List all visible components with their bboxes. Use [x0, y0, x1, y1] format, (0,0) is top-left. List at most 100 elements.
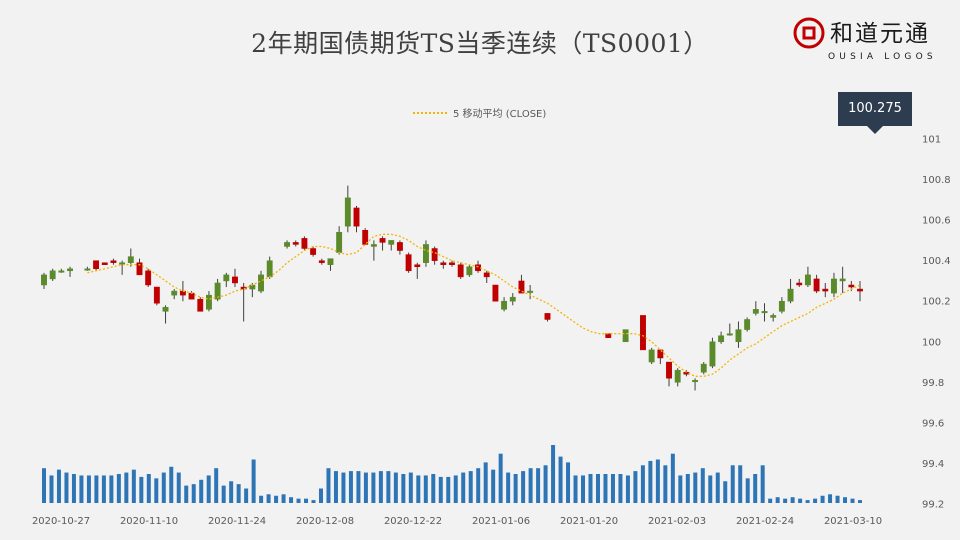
candle-up [327, 258, 334, 265]
volume-bar [378, 471, 383, 503]
volume-bar [775, 497, 780, 503]
volume-bar [858, 500, 862, 503]
candle-up [509, 296, 516, 302]
volume-bar [229, 481, 234, 503]
volume-bar [416, 475, 421, 503]
volume-bar [700, 468, 705, 503]
candle-down [110, 260, 117, 263]
volume-bar [610, 474, 615, 503]
volume-bar [266, 494, 271, 503]
candle-down [449, 262, 455, 265]
candle-down [232, 276, 238, 284]
candle-down [848, 284, 855, 288]
candle-up [49, 270, 56, 280]
volume-bar [371, 472, 376, 503]
volume-bar [296, 498, 301, 503]
volume-bar [805, 500, 810, 503]
candle-up [622, 329, 629, 343]
y-tick-label: 100.6 [922, 216, 951, 227]
volume-bar [191, 484, 196, 503]
volume-bar [498, 453, 503, 503]
candle-up [171, 290, 178, 296]
candle-up [726, 333, 733, 336]
x-tick-label: 2021-02-24 [736, 516, 794, 527]
candle-up [709, 341, 716, 367]
volume-bar [558, 456, 563, 503]
volume-bar [184, 485, 189, 503]
volume-bar [468, 471, 473, 503]
volume-bar [274, 495, 279, 503]
candle-down [813, 278, 820, 292]
x-tick-label: 2021-02-03 [648, 516, 706, 527]
candle-up [423, 244, 429, 263]
candle-up [744, 319, 751, 330]
volume-bar [798, 498, 803, 503]
candle-up [223, 274, 230, 282]
legend-swatch-ma5 [413, 111, 447, 114]
volume-bar [116, 474, 121, 503]
volume-bar [536, 468, 541, 503]
candle-down [179, 290, 186, 296]
x-tick-label: 2021-01-20 [560, 516, 618, 527]
candle-down [483, 272, 490, 278]
volume-bar [618, 474, 623, 503]
candle-up [804, 274, 811, 286]
volume-bar [595, 474, 600, 503]
candle-up [466, 266, 473, 276]
y-tick-label: 99.8 [922, 378, 944, 389]
volume-bar [670, 453, 675, 503]
candle-down [666, 361, 672, 379]
volume-bar [850, 498, 855, 503]
volume-bar [146, 474, 151, 503]
candle-up [58, 270, 65, 273]
x-tick-label: 2020-12-22 [384, 516, 442, 527]
last-price-value: 100.275 [838, 92, 912, 126]
y-tick-label: 99.2 [922, 500, 944, 511]
y-tick-label: 100.8 [922, 175, 951, 186]
candle-down [657, 349, 664, 359]
volume-bar [199, 479, 204, 503]
x-tick-label: 2020-10-27 [32, 516, 90, 527]
volume-bar [506, 472, 511, 503]
candle-up [770, 315, 777, 318]
volume-bar [401, 474, 406, 503]
candle-up [778, 300, 785, 312]
volume-bar [640, 465, 645, 503]
volume-bar [49, 475, 54, 503]
candle-down [796, 282, 803, 286]
volume-bar [363, 472, 368, 503]
candle-down [440, 262, 447, 265]
candle-down [292, 242, 299, 245]
candle-down [145, 270, 152, 286]
legend-label-ma5: 5 移动平均 (CLOSE) [453, 109, 547, 120]
candle-down [310, 248, 317, 255]
volume-bar [723, 481, 728, 503]
candle-down [318, 260, 325, 263]
volume-bar [393, 472, 398, 503]
logo-text-en: OUSIA LOGOS [828, 52, 937, 62]
volume-bar [655, 459, 660, 503]
volume-bar [259, 495, 264, 503]
candle-up [258, 274, 264, 292]
volume-bar [715, 472, 720, 503]
brand-logo: 和道元通 OUSIA LOGOS [792, 14, 944, 66]
candle-down [518, 280, 525, 294]
volume-bar [206, 475, 211, 503]
candle-down [857, 288, 863, 292]
candle-down [188, 292, 195, 300]
volume-bar [408, 472, 413, 503]
candle-down [101, 262, 108, 265]
volume-bar [663, 465, 668, 503]
volume-bar [79, 475, 84, 503]
volume-bar [214, 468, 219, 503]
candle-up [787, 288, 794, 302]
ma5-line [87, 233, 861, 377]
volume-bar [446, 476, 451, 503]
volume-bar [551, 445, 556, 503]
volume-bar [678, 475, 683, 503]
volume-bar [56, 469, 61, 503]
volume-bar [453, 475, 458, 503]
price-candles [41, 185, 863, 391]
volume-bar [483, 462, 488, 503]
candle-up [527, 290, 534, 293]
